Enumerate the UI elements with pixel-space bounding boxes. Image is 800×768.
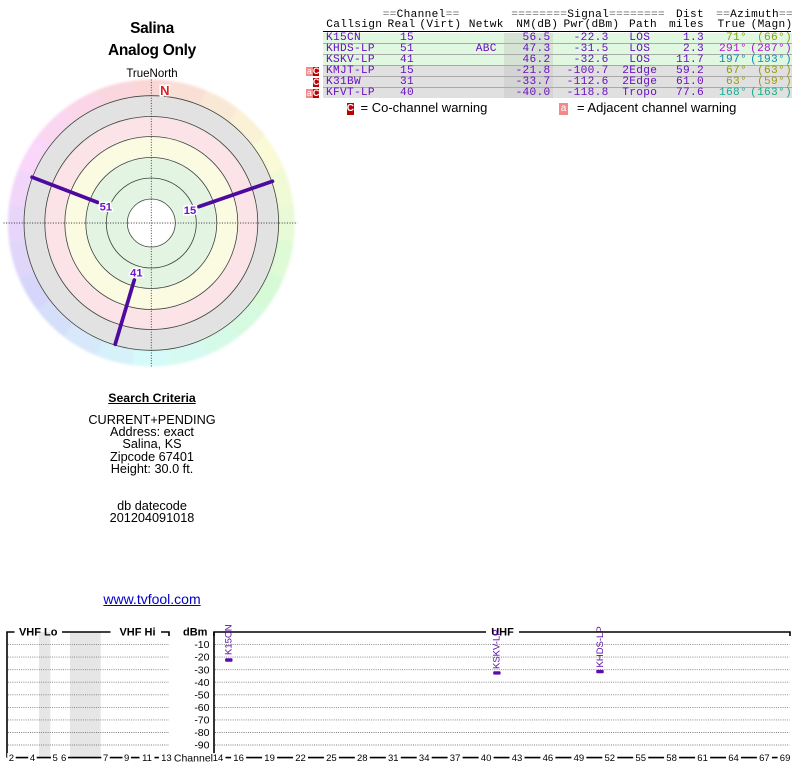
svg-text:52: 52: [605, 753, 616, 764]
svg-text:37: 37: [450, 753, 461, 764]
svg-text:40: 40: [481, 753, 492, 764]
svg-text:15: 15: [184, 205, 196, 217]
svg-text:-40: -40: [194, 677, 209, 689]
svg-text:-10: -10: [194, 639, 209, 651]
svg-text:28: 28: [357, 753, 368, 764]
svg-text:19: 19: [264, 753, 275, 764]
svg-text:16: 16: [233, 753, 244, 764]
svg-text:34: 34: [419, 753, 430, 764]
svg-text:-70: -70: [194, 715, 209, 727]
svg-text:-30: -30: [194, 664, 209, 676]
svg-text:-90: -90: [194, 740, 209, 752]
svg-text:VHF Lo: VHF Lo: [19, 627, 58, 639]
svg-text:22: 22: [295, 753, 306, 764]
svg-text:41: 41: [130, 268, 142, 280]
svg-text:7: 7: [103, 753, 108, 764]
svg-text:-80: -80: [194, 727, 209, 739]
svg-text:64: 64: [728, 753, 739, 764]
svg-text:dBm: dBm: [183, 627, 208, 639]
svg-text:49: 49: [574, 753, 585, 764]
svg-text:13: 13: [161, 753, 172, 764]
svg-text:61: 61: [697, 753, 708, 764]
svg-text:N: N: [160, 83, 169, 98]
svg-text:2: 2: [9, 753, 14, 764]
svg-text:55: 55: [635, 753, 646, 764]
svg-text:5: 5: [53, 753, 58, 764]
svg-text:58: 58: [666, 753, 677, 764]
svg-text:KHDS-LP: KHDS-LP: [595, 626, 606, 667]
svg-text:25: 25: [326, 753, 337, 764]
svg-text:11: 11: [142, 753, 152, 764]
svg-text:46: 46: [543, 753, 554, 764]
svg-text:4: 4: [30, 753, 35, 764]
svg-text:-60: -60: [194, 702, 209, 714]
svg-text:UHF: UHF: [491, 627, 514, 639]
svg-text:67: 67: [759, 753, 770, 764]
svg-text:-50: -50: [194, 689, 209, 701]
svg-text:K15CN: K15CN: [224, 624, 235, 655]
svg-text:-20: -20: [194, 652, 209, 664]
svg-text:KSKV-LP: KSKV-LP: [492, 629, 503, 669]
svg-text:Channel: Channel: [174, 752, 213, 764]
svg-text:51: 51: [100, 201, 112, 213]
svg-text:VHF Hi: VHF Hi: [119, 627, 155, 639]
svg-text:14: 14: [213, 753, 224, 764]
svg-text:69: 69: [780, 753, 791, 764]
svg-text:43: 43: [512, 753, 523, 764]
svg-text:31: 31: [388, 753, 399, 764]
svg-text:6: 6: [61, 753, 66, 764]
svg-text:9: 9: [124, 753, 129, 764]
